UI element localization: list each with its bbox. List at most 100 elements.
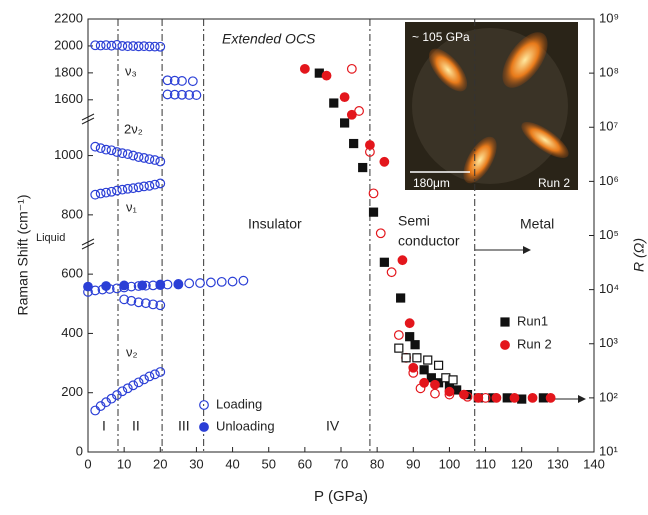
point <box>410 340 420 350</box>
point <box>444 386 455 397</box>
point <box>149 155 160 165</box>
point <box>216 276 227 287</box>
legend-marker <box>199 422 209 432</box>
point <box>95 40 106 51</box>
point <box>184 278 195 289</box>
point <box>101 397 111 408</box>
point <box>299 63 310 74</box>
point <box>128 41 139 51</box>
point <box>408 367 419 378</box>
y-tick-label: 1000 <box>54 147 83 162</box>
y-tick-label: 800 <box>61 206 83 221</box>
legend-label: Loading <box>216 396 262 411</box>
point <box>149 369 160 380</box>
point <box>491 392 502 403</box>
point <box>90 141 101 152</box>
point <box>140 298 151 309</box>
point <box>112 147 122 157</box>
y2-tick-label: 10² <box>599 389 618 404</box>
point <box>408 362 419 373</box>
point <box>117 148 128 159</box>
point <box>162 89 173 100</box>
point <box>122 149 133 159</box>
point <box>480 392 491 403</box>
point <box>117 386 128 397</box>
legend-label: Run1 <box>517 313 548 328</box>
point <box>119 280 130 291</box>
point <box>144 154 155 165</box>
point <box>90 405 101 416</box>
annotation: ν₃ <box>125 63 137 78</box>
y2-tick-label: 10¹ <box>599 443 618 458</box>
x-axis-title: P (GPa) <box>314 488 368 505</box>
point <box>144 180 155 191</box>
x-tick-label: 70 <box>334 456 348 471</box>
point <box>205 277 216 288</box>
point <box>95 188 106 199</box>
y2-tick-label: 10⁷ <box>599 119 618 134</box>
y-tick-label: 200 <box>61 384 83 399</box>
point <box>106 393 117 404</box>
annotation: I <box>102 418 106 434</box>
x-tick-label: 120 <box>511 456 533 471</box>
y-tick-label: 600 <box>61 266 83 281</box>
point <box>195 278 205 288</box>
point <box>112 39 122 50</box>
x-tick-label: 50 <box>261 456 275 471</box>
point <box>90 189 101 200</box>
point <box>155 300 166 311</box>
inset-pressure: ~ 105 GPa <box>412 30 470 44</box>
inset-photo: ~ 105 GPa 180μm Run 2 <box>405 22 578 190</box>
point <box>128 380 139 391</box>
inset-run: Run 2 <box>538 176 570 190</box>
point <box>177 76 187 86</box>
point <box>184 90 195 100</box>
point <box>169 75 180 86</box>
point <box>375 228 386 239</box>
legend-marker <box>500 317 510 327</box>
point <box>133 377 144 388</box>
point <box>545 392 556 403</box>
x-tick-label: 100 <box>439 456 461 471</box>
point <box>238 275 249 286</box>
axis-break <box>81 113 95 250</box>
point <box>448 375 458 385</box>
point <box>397 255 408 266</box>
point <box>321 70 332 81</box>
point <box>117 41 128 51</box>
point <box>106 145 117 156</box>
point <box>162 75 173 86</box>
point <box>191 90 202 100</box>
y-tick-label: 2000 <box>54 37 83 52</box>
point <box>128 183 139 194</box>
point <box>83 281 93 292</box>
legend-marker <box>199 400 209 410</box>
annotation: Metal <box>520 216 554 232</box>
y-tick-label: 1800 <box>54 64 83 79</box>
point <box>133 152 144 162</box>
point <box>365 147 375 157</box>
point <box>379 257 389 267</box>
x-tick-label: 10 <box>117 456 131 471</box>
annotation: Semi <box>398 213 430 229</box>
annotation: 2ν₂ <box>124 121 143 136</box>
x-tick-label: 30 <box>189 456 203 471</box>
point <box>137 280 148 291</box>
point <box>349 138 359 149</box>
point <box>119 294 130 305</box>
point <box>339 92 350 103</box>
point <box>340 118 350 128</box>
point <box>101 144 111 155</box>
legend-marker <box>500 340 510 350</box>
point <box>90 40 101 51</box>
point <box>386 267 397 278</box>
legend-label: Run 2 <box>517 336 552 351</box>
point <box>155 178 166 189</box>
x-tick-label: 20 <box>153 456 167 471</box>
annotation: ν₁ <box>126 199 138 214</box>
point <box>401 353 411 363</box>
y2-tick-label: 10³ <box>599 335 618 350</box>
annotation: II <box>132 418 140 434</box>
point <box>329 98 339 108</box>
